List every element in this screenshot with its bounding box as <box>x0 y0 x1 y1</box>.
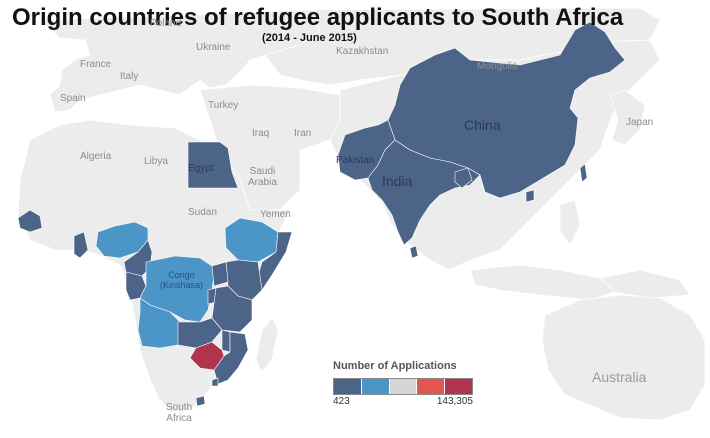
country-uganda <box>211 261 229 287</box>
label-india: India <box>382 173 413 189</box>
label-italy: Italy <box>120 71 139 82</box>
label-iraq: Iraq <box>252 128 270 139</box>
label-australia: Australia <box>592 369 647 385</box>
philippines-land <box>559 199 581 246</box>
label-libya: Libya <box>144 156 168 167</box>
label-egypt: Egypt <box>188 163 214 174</box>
legend-title: Number of Applications <box>333 360 457 372</box>
legend-swatch-4 <box>417 379 446 394</box>
country-zambia <box>177 317 223 349</box>
country-lesotho <box>195 395 206 407</box>
label-algeria: Algeria <box>80 151 112 162</box>
country-bangladesh <box>454 167 473 189</box>
country-taiwan <box>579 163 588 183</box>
legend-min-label: 423 <box>333 396 350 407</box>
label-poland: Poland <box>150 18 182 29</box>
indonesia-land <box>469 264 621 301</box>
label-turkey: Turkey <box>208 100 239 111</box>
label-pakistan: Pakistan <box>336 155 375 166</box>
legend-swatch-1 <box>334 379 362 394</box>
country-mozambique <box>213 331 249 385</box>
country-malawi <box>221 329 231 353</box>
page-subtitle: (2014 - June 2015) <box>262 32 357 44</box>
legend-range: 423 143,305 <box>333 396 473 407</box>
legend-color-bar <box>333 378 473 395</box>
country-india <box>367 139 481 246</box>
label-china: China <box>464 117 501 133</box>
legend-swatch-2 <box>361 379 390 394</box>
country-sri-lanka <box>409 245 419 259</box>
highlighted-countries <box>17 21 626 407</box>
label-france: France <box>80 59 112 70</box>
label-kazakhstan: Kazakhstan <box>336 46 389 57</box>
papua-land <box>599 269 691 299</box>
label-yemen: Yemen <box>260 209 291 220</box>
label-congo-kinshasa: Congo (Kinshasa) <box>160 270 204 290</box>
australia-land <box>541 294 706 421</box>
label-sudan: Sudan <box>188 207 217 218</box>
label-iran: Iran <box>294 128 312 139</box>
legend-max-label: 143,305 <box>436 396 473 407</box>
legend-swatch-3 <box>389 379 418 394</box>
country-hainan <box>525 189 535 203</box>
label-japan: Japan <box>626 117 654 128</box>
country-egypt <box>187 141 239 189</box>
label-south-africa: South Africa <box>166 402 193 424</box>
japan-land <box>609 89 646 146</box>
country-zimbabwe <box>189 341 225 371</box>
country-swaziland <box>211 377 219 387</box>
page-title: Origin countries of refugee applicants t… <box>12 4 624 31</box>
country-senegal <box>17 209 43 233</box>
label-saudi-arabia: Saudi Arabia <box>248 166 277 188</box>
legend: Number of Applications 423 143,305 <box>333 360 473 407</box>
country-angola <box>137 297 181 349</box>
label-spain: Spain <box>60 93 86 104</box>
legend-swatch-5 <box>445 379 472 394</box>
label-ukraine: Ukraine <box>196 42 231 53</box>
country-ghana <box>73 231 89 259</box>
madagascar-land <box>255 317 279 373</box>
label-mongolia: Mongolia <box>477 61 518 72</box>
